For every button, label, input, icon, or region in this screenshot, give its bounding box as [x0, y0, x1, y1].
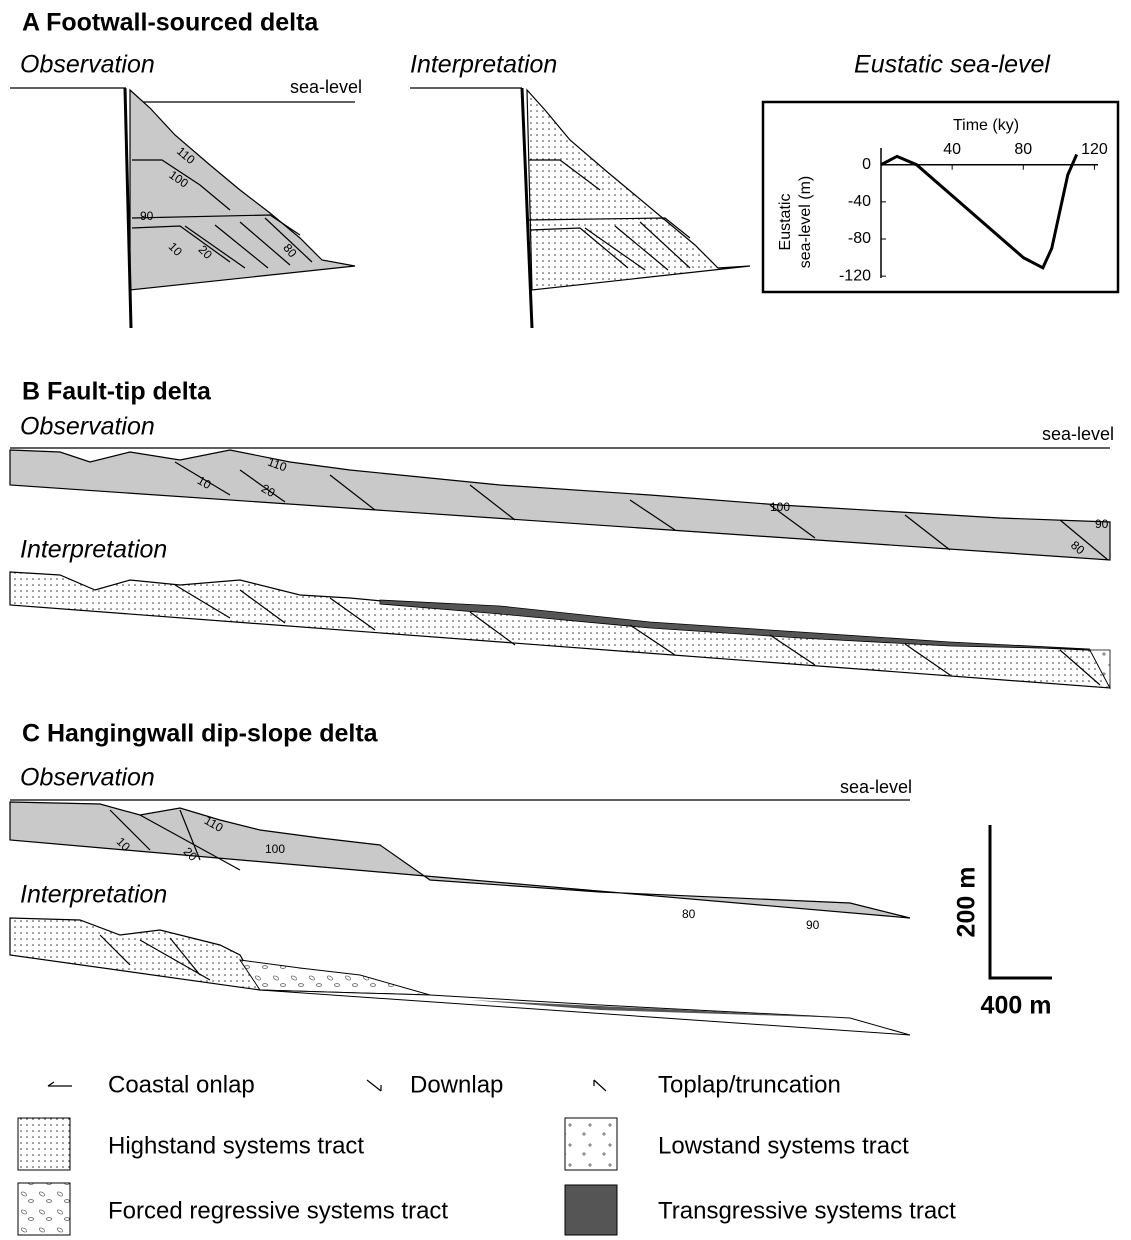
y-tick-label: -40 — [848, 193, 871, 210]
observation-label: Observation — [20, 413, 155, 441]
observation-section — [9, 799, 911, 919]
legend-label: Highstand systems tract — [108, 1132, 364, 1159]
sea-level-curve — [880, 153, 1079, 270]
chart-frame — [761, 100, 1120, 294]
chart: 0 -40 -80 -120 40 80 120 — [839, 141, 1108, 284]
interpretation-label: Interpretation — [20, 881, 167, 909]
contour-label: 20 — [259, 481, 278, 500]
contour-label: 80 — [682, 907, 696, 921]
chart-title: Eustatic sea-level — [854, 51, 1051, 79]
x-tick-label: 80 — [1014, 141, 1032, 158]
interpretation-section — [9, 917, 911, 1036]
legend-label: Lowstand systems tract — [658, 1132, 909, 1159]
x-tick-label: 40 — [943, 141, 961, 158]
contour-label: 10 — [195, 473, 214, 492]
observation-section — [10, 87, 356, 329]
y-tick-label: 0 — [862, 156, 871, 173]
contour-label: 110 — [266, 455, 289, 475]
x-tick-label: 120 — [1081, 141, 1108, 158]
panel-title: C Hangingwall dip-slope delta — [22, 720, 379, 748]
contour-label: 100 — [265, 842, 285, 856]
contour-label: 90 — [140, 209, 154, 223]
interpretation-label: Interpretation — [410, 51, 557, 79]
observation-section — [9, 447, 1111, 561]
interpretation-section — [9, 571, 1112, 689]
legend-label: Transgressive systems tract — [658, 1197, 956, 1224]
legend-symbols — [17, 1079, 618, 1236]
scale-bar — [988, 825, 1052, 980]
y-axis-label: sea-level (m) — [797, 176, 814, 268]
legend-label: Coastal onlap — [108, 1071, 255, 1098]
sea-level-label: sea-level — [290, 77, 362, 97]
y-tick-label: -80 — [848, 230, 871, 247]
x-axis-label: Time (ky) — [953, 117, 1019, 134]
panel-title: B Fault-tip delta — [22, 378, 212, 406]
observation-label: Observation — [20, 51, 155, 79]
scale-label: 400 m — [981, 992, 1052, 1020]
contour-label: 90 — [1095, 517, 1109, 531]
contour-label: 90 — [806, 918, 820, 932]
scale-label: 200 m — [953, 867, 981, 938]
sea-level-label: sea-level — [840, 777, 912, 797]
sea-level-label: sea-level — [1042, 424, 1114, 444]
panel-title: A Footwall-sourced delta — [22, 9, 319, 37]
interpretation-label: Interpretation — [20, 536, 167, 564]
legend-label: Toplap/truncation — [658, 1071, 841, 1098]
interpretation-section — [410, 87, 751, 329]
y-tick-label: -120 — [839, 267, 871, 284]
y-axis-label: Eustatic — [777, 194, 794, 251]
legend-label: Forced regressive systems tract — [108, 1197, 448, 1224]
legend-label: Downlap — [410, 1071, 503, 1098]
observation-label: Observation — [20, 764, 155, 792]
contour-label: 100 — [770, 500, 790, 514]
